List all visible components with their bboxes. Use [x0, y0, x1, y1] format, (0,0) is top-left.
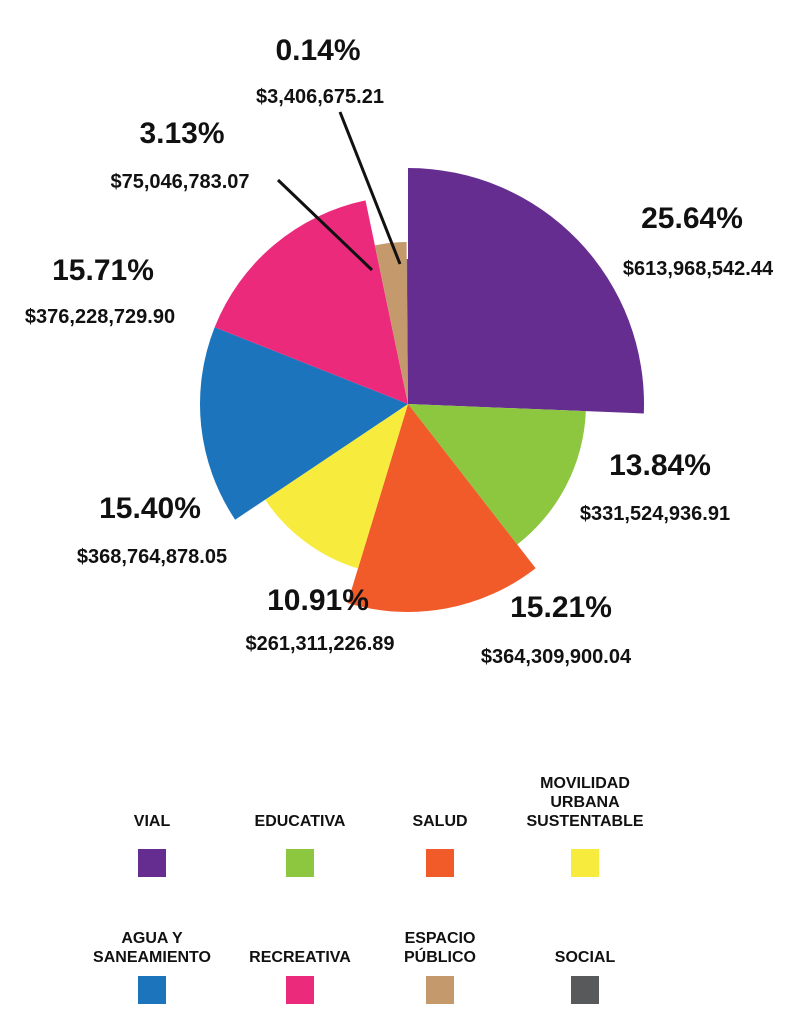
legend-item: EDUCATIVA: [255, 813, 346, 877]
legend-label: EDUCATIVA: [255, 813, 346, 830]
pie-slice-vial: [408, 168, 645, 414]
slice-amount-label: $261,311,226.89: [245, 633, 394, 655]
slice-amount-label: $3,406,675.21: [256, 86, 384, 108]
legend-item: SOCIAL: [555, 949, 616, 1004]
legend-label: SANEAMIENTO: [93, 949, 211, 966]
legend-item: AGUA Y SANEAMIENTO: [93, 930, 211, 1004]
pie-slice-social: [406, 259, 408, 404]
legend-label: ESPACIO: [405, 930, 476, 947]
legend-label: SOCIAL: [555, 949, 616, 966]
legend-label: AGUA Y: [121, 930, 183, 947]
slice-percent-label: 3.13%: [139, 117, 224, 150]
slice-percent-label: 15.71%: [52, 254, 154, 287]
slice-percent-label: 10.91%: [267, 584, 369, 617]
legend-swatch: [286, 849, 314, 877]
leader-line: [276, 178, 374, 272]
legend-item: VIAL: [134, 813, 171, 877]
pie-slices: [199, 168, 645, 612]
slice-amount-label: $364,309,900.04: [481, 646, 632, 668]
legend-label: SALUD: [412, 813, 467, 830]
legend-label: MOVILIDAD: [540, 775, 630, 792]
legend-label: VIAL: [134, 813, 171, 830]
slice-labels: 25.64% $613,968,542.44 13.84% $331,524,936.…: [25, 34, 774, 668]
legend-label: PÚBLICO: [404, 947, 476, 966]
pie-slice-recreativa: [214, 200, 408, 404]
legend-swatch: [138, 976, 166, 1004]
pie-slice-educativa: [408, 404, 586, 545]
pie-slice-salud: [347, 404, 536, 612]
legend-label: URBANA: [550, 794, 620, 811]
legend-label: SUSTENTABLE: [526, 813, 643, 830]
legend-swatch: [426, 976, 454, 1004]
pie-slice-agua-y-saneamiento: [199, 327, 408, 520]
leader-lines: [276, 111, 402, 272]
legend-item: SALUD: [412, 813, 468, 877]
legend-swatch: [138, 849, 166, 877]
slice-amount-label: $75,046,783.07: [110, 171, 249, 193]
pie-slice-movilidad-urbana-sustentable: [265, 404, 408, 569]
legend-swatch: [286, 976, 314, 1004]
legend-item: RECREATIVA: [249, 949, 351, 1004]
pie-slice-espacio-p-blico: [374, 242, 408, 404]
slice-percent-label: 13.84%: [609, 449, 711, 482]
legend-swatch: [571, 849, 599, 877]
legend-label: RECREATIVA: [249, 949, 351, 966]
slice-amount-label: $613,968,542.44: [623, 258, 774, 280]
slice-amount-label: $376,228,729.90: [25, 306, 175, 328]
slice-percent-label: 15.21%: [510, 591, 612, 624]
slice-amount-label: $331,524,936.91: [580, 503, 730, 525]
slice-percent-label: 25.64%: [641, 202, 743, 235]
slice-percent-label: 0.14%: [275, 34, 360, 67]
legend-swatch: [571, 976, 599, 1004]
leader-line: [338, 111, 402, 265]
slice-amount-label: $368,764,878.05: [77, 546, 227, 568]
legend-swatch: [426, 849, 454, 877]
legend-item: MOVILIDAD URBANA SUSTENTABLE: [526, 775, 644, 877]
slice-percent-label: 15.40%: [99, 492, 201, 525]
legend: VIAL EDUCATIVA SALUD MOVILIDAD URBANA SUSTENT…: [93, 775, 644, 1004]
